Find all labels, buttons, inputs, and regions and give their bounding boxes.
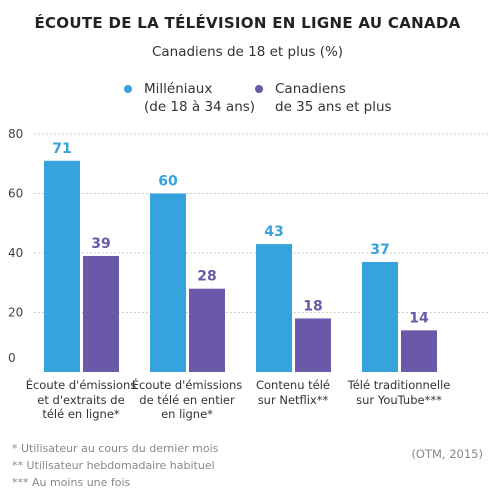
y-tick-label: 40 (8, 246, 23, 260)
legend-swatch-millennials (124, 85, 132, 93)
y-tick-label: 80 (8, 127, 23, 141)
footnote-3: *** Au moins une fois (12, 476, 131, 489)
data-label: 18 (303, 298, 322, 314)
footnote-1: * Utilisateur au cours du dernier mois (12, 442, 219, 455)
chart-title: ÉCOUTE DE LA TÉLÉVISION EN LIGNE AU CANA… (34, 14, 461, 32)
data-label: 28 (197, 269, 216, 285)
x-tick-label: Télé traditionnelle sur YouTube*** (347, 378, 451, 407)
legend-label-millennials: Milléniaux (de 18 à 34 ans) (144, 81, 256, 115)
bar (83, 255, 119, 372)
source-note: (OTM, 2015) (411, 447, 483, 461)
data-label: 43 (264, 224, 283, 240)
y-tick-label: 20 (8, 306, 23, 320)
legend-label-35-plus: Canadiens de 35 ans et plus (275, 81, 392, 115)
bar (44, 160, 80, 372)
data-label: 14 (409, 310, 429, 326)
y-tick-label: 60 (8, 187, 23, 201)
legend-swatch-35-plus (255, 85, 263, 93)
bar (401, 330, 437, 372)
data-label: 60 (158, 174, 178, 190)
bar (362, 261, 398, 372)
bar (150, 193, 186, 372)
footnote-2: ** Utilisateur hebdomadaire habituel (12, 459, 215, 472)
x-tick-label: Contenu télé sur Netflix** (255, 378, 331, 407)
bar (256, 244, 292, 372)
x-tick-label: Écoute d'émissions et d'extraits de télé… (25, 378, 137, 421)
bar (295, 318, 331, 372)
y-tick-label: 0 (8, 351, 16, 365)
data-label: 71 (52, 141, 71, 157)
x-tick-label: Écoute d'émissions de télé en entier en … (131, 378, 243, 421)
bar (189, 288, 225, 372)
data-label: 39 (91, 236, 110, 252)
chart-subtitle: Canadiens de 18 et plus (%) (151, 44, 344, 60)
data-label: 37 (370, 242, 389, 258)
footnotes: * Utilisateur au cours du dernier mois *… (12, 440, 218, 491)
